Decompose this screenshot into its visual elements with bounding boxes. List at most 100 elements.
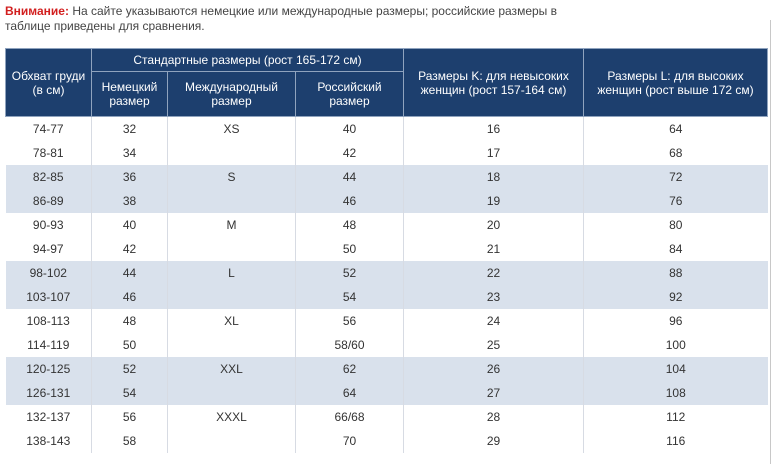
- german-size-cell: 34: [91, 141, 168, 165]
- header-l-sizes: Размеры L: для высоких женщин (рост выше…: [583, 48, 768, 117]
- size-table-body: 74-77 32 XS 40 16 64 78-81 34 42 17 68 82-85 36 S 44 18…: [5, 116, 768, 453]
- german-size-cell: 58: [91, 429, 168, 453]
- chest-cell: 98-102: [5, 261, 92, 285]
- german-size-cell: 38: [91, 189, 168, 213]
- l-size-cell: 72: [583, 165, 768, 189]
- international-size-cell: [167, 381, 296, 405]
- note-text: На сайте указываются немецкие или междун…: [5, 4, 557, 33]
- chest-cell: 82-85: [5, 165, 92, 189]
- table-row: 86-89 38 46 19 76: [5, 189, 768, 213]
- german-size-cell: 48: [91, 309, 168, 333]
- international-size-cell: [167, 237, 296, 261]
- panel-border: [770, 20, 771, 464]
- russian-size-cell: 54: [295, 285, 404, 309]
- russian-size-cell: 44: [295, 165, 404, 189]
- k-size-cell: 18: [403, 165, 584, 189]
- russian-size-cell: 52: [295, 261, 404, 285]
- chest-cell: 74-77: [5, 116, 92, 141]
- table-row: 120-125 52 XXL 62 26 104: [5, 357, 768, 381]
- russian-size-cell: 64: [295, 381, 404, 405]
- german-size-cell: 42: [91, 237, 168, 261]
- chest-cell: 132-137: [5, 405, 92, 429]
- table-row: 98-102 44 L 52 22 88: [5, 261, 768, 285]
- international-size-cell: XXXL: [167, 405, 296, 429]
- russian-size-cell: 70: [295, 429, 404, 453]
- russian-size-cell: 48: [295, 213, 404, 237]
- l-size-cell: 100: [583, 333, 768, 357]
- l-size-cell: 64: [583, 116, 768, 141]
- table-row: 90-93 40 M 48 20 80: [5, 213, 768, 237]
- german-size-cell: 50: [91, 333, 168, 357]
- k-size-cell: 22: [403, 261, 584, 285]
- k-size-cell: 19: [403, 189, 584, 213]
- table-row: 108-113 48 XL 56 24 96: [5, 309, 768, 333]
- chest-cell: 90-93: [5, 213, 92, 237]
- international-size-cell: S: [167, 165, 296, 189]
- k-size-cell: 25: [403, 333, 584, 357]
- table-row: 132-137 56 XXXL 66/68 28 112: [5, 405, 768, 429]
- header-standard-sizes: Стандартные размеры (рост 165-172 см): [91, 48, 404, 72]
- international-size-cell: XS: [167, 116, 296, 141]
- international-size-cell: XXL: [167, 357, 296, 381]
- l-size-cell: 112: [583, 405, 768, 429]
- header-international-size: Международный размер: [167, 71, 296, 117]
- k-size-cell: 16: [403, 116, 584, 141]
- table-row: 114-119 50 58/60 25 100: [5, 333, 768, 357]
- russian-size-cell: 62: [295, 357, 404, 381]
- russian-size-cell: 46: [295, 189, 404, 213]
- k-size-cell: 23: [403, 285, 584, 309]
- k-size-cell: 26: [403, 357, 584, 381]
- international-size-cell: [167, 333, 296, 357]
- l-size-cell: 68: [583, 141, 768, 165]
- chest-cell: 94-97: [5, 237, 92, 261]
- russian-size-cell: 56: [295, 309, 404, 333]
- l-size-cell: 84: [583, 237, 768, 261]
- l-size-cell: 108: [583, 381, 768, 405]
- header-chest: Обхват груди (в см): [5, 48, 92, 117]
- table-row: 126-131 54 64 27 108: [5, 381, 768, 405]
- l-size-cell: 116: [583, 429, 768, 453]
- international-size-cell: [167, 285, 296, 309]
- k-size-cell: 28: [403, 405, 584, 429]
- k-size-cell: 29: [403, 429, 584, 453]
- chest-cell: 120-125: [5, 357, 92, 381]
- chest-cell: 114-119: [5, 333, 92, 357]
- table-row: 103-107 46 54 23 92: [5, 285, 768, 309]
- l-size-cell: 96: [583, 309, 768, 333]
- size-note: Внимание: На сайте указываются немецкие …: [5, 4, 595, 34]
- german-size-cell: 46: [91, 285, 168, 309]
- russian-size-cell: 58/60: [295, 333, 404, 357]
- russian-size-cell: 50: [295, 237, 404, 261]
- german-size-cell: 54: [91, 381, 168, 405]
- header-k-sizes: Размеры K: для невысоких женщин (рост 15…: [403, 48, 584, 117]
- german-size-cell: 44: [91, 261, 168, 285]
- l-size-cell: 88: [583, 261, 768, 285]
- german-size-cell: 32: [91, 116, 168, 141]
- header-russian-size: Российский размер: [295, 71, 404, 117]
- size-table: Обхват груди (в см) Стандартные размеры …: [5, 48, 768, 453]
- russian-size-cell: 66/68: [295, 405, 404, 429]
- table-row: 138-143 58 70 29 116: [5, 429, 768, 453]
- chest-cell: 126-131: [5, 381, 92, 405]
- table-row: 94-97 42 50 21 84: [5, 237, 768, 261]
- l-size-cell: 76: [583, 189, 768, 213]
- k-size-cell: 21: [403, 237, 584, 261]
- russian-size-cell: 40: [295, 116, 404, 141]
- international-size-cell: [167, 189, 296, 213]
- chest-cell: 108-113: [5, 309, 92, 333]
- k-size-cell: 17: [403, 141, 584, 165]
- international-size-cell: M: [167, 213, 296, 237]
- german-size-cell: 36: [91, 165, 168, 189]
- chest-cell: 78-81: [5, 141, 92, 165]
- k-size-cell: 24: [403, 309, 584, 333]
- l-size-cell: 92: [583, 285, 768, 309]
- k-size-cell: 27: [403, 381, 584, 405]
- international-size-cell: L: [167, 261, 296, 285]
- table-row: 78-81 34 42 17 68: [5, 141, 768, 165]
- table-row: 82-85 36 S 44 18 72: [5, 165, 768, 189]
- l-size-cell: 104: [583, 357, 768, 381]
- header-german-size: Немецкий размер: [91, 71, 168, 117]
- german-size-cell: 56: [91, 405, 168, 429]
- german-size-cell: 40: [91, 213, 168, 237]
- chest-cell: 86-89: [5, 189, 92, 213]
